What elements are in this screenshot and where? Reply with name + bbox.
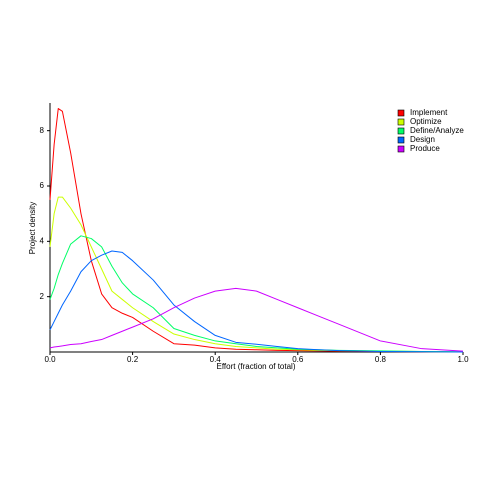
- legend-label: Implement: [410, 108, 448, 117]
- density-line: [49, 196, 464, 353]
- y-tick-label: 4: [40, 236, 45, 245]
- y-tick-label: 2: [40, 292, 45, 301]
- legend-label: Design: [410, 135, 435, 144]
- legend-swatch: [397, 127, 405, 135]
- legend-swatch: [397, 118, 405, 126]
- y-tick-label: 8: [40, 126, 45, 135]
- x-tick-label: 0.8: [375, 355, 387, 364]
- y-axis-label: Project density: [28, 202, 37, 254]
- x-axis-label: Effort (fraction of total): [217, 362, 296, 371]
- density-line: [49, 250, 464, 353]
- legend-label: Produce: [410, 144, 440, 153]
- legend-swatch: [397, 109, 405, 117]
- legend-swatch: [397, 145, 405, 153]
- density-line: [49, 287, 464, 352]
- x-tick-label: 0.2: [127, 355, 139, 364]
- density-line: [49, 235, 464, 353]
- legend-label: Optimize: [410, 117, 442, 126]
- x-tick-label: 0.4: [210, 355, 222, 364]
- legend-label: Define/Analyze: [410, 126, 464, 135]
- x-tick-label: 0.0: [44, 355, 56, 364]
- legend-swatch: [397, 136, 405, 144]
- y-tick-label: 6: [40, 181, 45, 190]
- x-tick-label: 0.6: [292, 355, 304, 364]
- density-line: [49, 108, 464, 353]
- x-tick-label: 1.0: [457, 355, 469, 364]
